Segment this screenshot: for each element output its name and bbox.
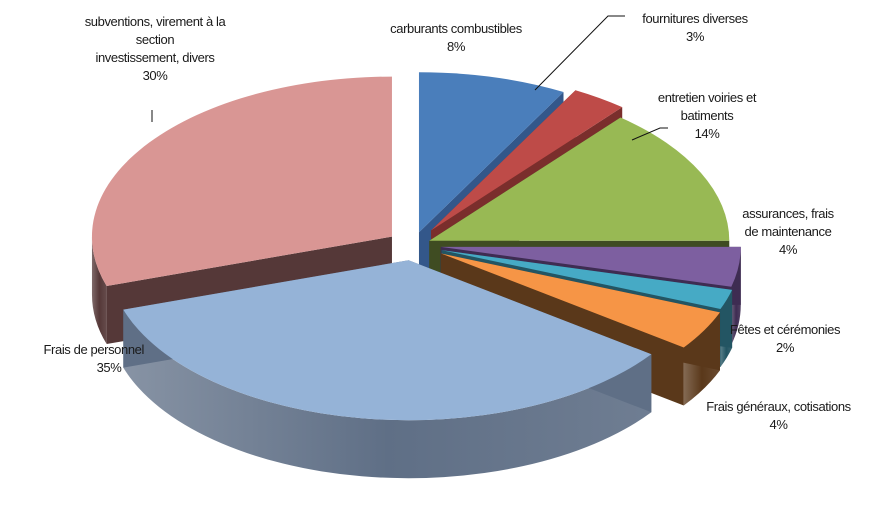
slice-fournitures-diverses-top [430,90,623,231]
label-subventions-line3: investissement, divers [95,50,215,65]
label-fournitures-name: fournitures diverses [642,11,748,26]
slice-frais-de-top [123,260,652,421]
label-assurances-line2: de maintenance [744,224,832,239]
label-subventions-pct: 30% [142,68,168,83]
slice-frais-de [123,260,652,479]
label-assurances-line1: assurances, frais [742,206,834,221]
slice-frais-generaux-side [683,312,720,406]
label-carburants-pct: 8% [447,39,465,54]
slice-carburants-combustibles-top [418,72,564,233]
slice-fetes-et-top [441,250,733,309]
label-entretien-line1: entretien voiries et [657,90,757,105]
label-carburants-name: carburants combustibles [390,21,522,36]
slice-frais-generaux-top [441,253,720,348]
label-subventions-line1: subventions, virement à la [84,14,226,29]
label-entretien-pct: 14% [694,126,720,141]
label-entretien: entretien voiries et batiments 14% [612,89,802,143]
slice-subventions-virement-top [91,76,392,287]
leader-entretien [631,127,668,141]
label-frais-generaux: Frais généraux, cotisations 4% [680,398,877,434]
label-fetes-name: Fêtes et cérémonies [729,322,841,337]
slice-assurances-frais-top [440,246,741,287]
label-assurances-pct: 4% [779,242,797,257]
label-entretien-line2: batiments [680,108,734,123]
label-subventions: subventions, virement à la section inves… [55,13,255,85]
label-personnel-pct: 35% [96,360,122,375]
leader-fournitures [534,15,625,91]
label-subventions-line2: section [135,32,175,47]
slice-frais-de-side [123,309,652,479]
label-frais-generaux-pct: 4% [769,417,788,432]
label-fournitures: fournitures diverses 3% [600,10,790,46]
label-personnel-name: Frais de personnel [43,342,145,357]
label-carburants: carburants combustibles 8% [356,20,556,56]
label-fournitures-pct: 3% [686,29,704,44]
label-fetes: Fêtes et cérémonies 2% [705,321,865,357]
slice-entretien-voiries-top [429,117,730,241]
label-fetes-pct: 2% [776,340,794,355]
slice-fetes-et-side [720,289,733,367]
label-personnel: Frais de personnel 35% [0,341,145,377]
slice-subventions-virement-side [91,236,107,345]
label-frais-generaux-name: Frais généraux, cotisations [706,399,851,414]
label-assurances: assurances, frais de maintenance 4% [703,205,873,259]
slice-assurances-frais-side [731,246,741,345]
